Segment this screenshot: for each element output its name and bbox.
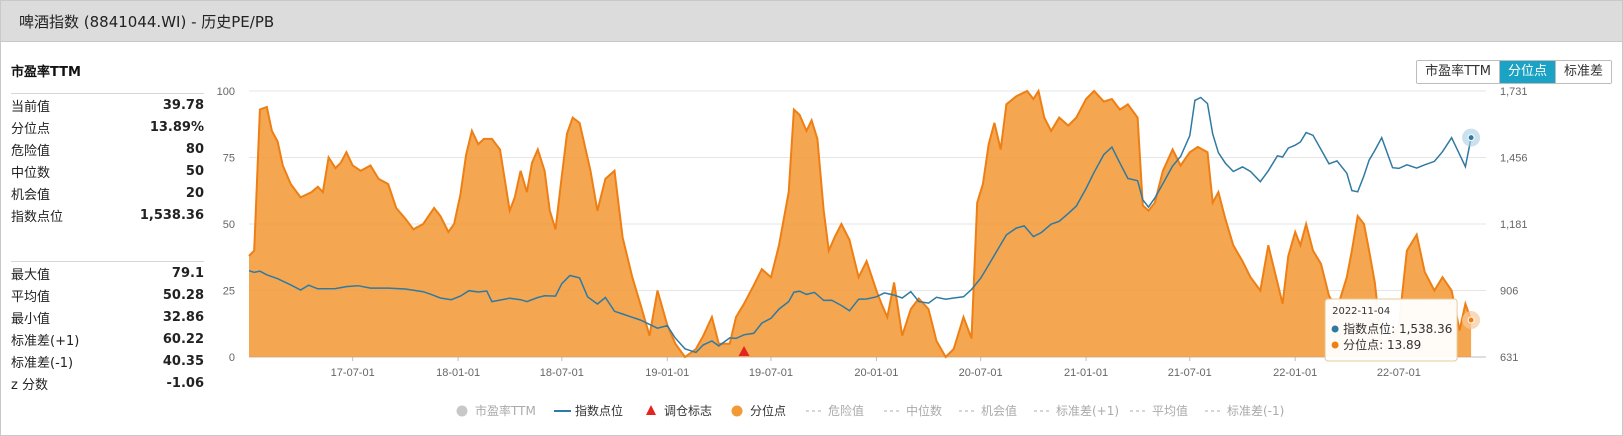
legend-label[interactable]: 中位数 — [906, 403, 942, 418]
stat-value: 39.78 — [162, 97, 204, 113]
stat-value: -1.06 — [166, 375, 204, 391]
stats-panel-top: 当前值 39.78 分位点 13.89% 危险值 80 中位数 50 机会值 20 指数点… — [11, 93, 204, 226]
stat-value: 50.28 — [162, 287, 204, 303]
y-left-tick-label: 25 — [223, 286, 235, 298]
stats-panel-bottom: 最大值 79.1 平均值 50.28 最小值 32.86 标准差(+1) 60.22 标… — [11, 261, 204, 394]
stat-label: 最大值 — [11, 267, 51, 283]
section-title: 市盈率TTM — [11, 65, 81, 80]
stat-label: 指数点位 — [11, 209, 64, 225]
x-tick-label: 22-01-01 — [1273, 367, 1317, 379]
stat-label: 标准差(+1) — [11, 333, 80, 349]
stat-label: 分位点 — [11, 121, 51, 137]
y-left-tick-label: 50 — [223, 219, 235, 231]
y-left-tick-label: 0 — [229, 352, 235, 364]
tooltip-index-value: 指数点位: 1,538.36 — [1343, 321, 1452, 336]
stat-label: 标准差(-1) — [11, 355, 74, 371]
y-left-tick-label: 75 — [223, 153, 235, 165]
title-bar: 啤酒指数 (8841044.WI) - 历史PE/PB — [1, 1, 1622, 42]
legend-symbol-circle — [456, 405, 468, 417]
x-tick-label: 22-07-01 — [1377, 367, 1421, 379]
stat-row-opportunity: 机会值 20 — [11, 182, 204, 204]
stat-value: 80 — [185, 141, 204, 157]
legend-label[interactable]: 分位点 — [750, 403, 786, 418]
legend-symbol-triangle — [646, 405, 656, 415]
stat-label: 最小值 — [11, 311, 51, 327]
legend-label[interactable]: 机会值 — [981, 403, 1017, 418]
x-tick-label: 17-07-01 — [331, 367, 375, 379]
legend-label[interactable]: 标准差(-1) — [1227, 404, 1284, 418]
stat-value: 79.1 — [171, 265, 204, 281]
stat-label: 中位数 — [11, 165, 51, 181]
stat-row-max: 最大值 79.1 — [11, 262, 204, 284]
std-dev-button[interactable]: 标准差 — [1554, 61, 1611, 83]
tooltip-box — [1324, 298, 1458, 362]
y-right-tick-label: 631 — [1500, 352, 1518, 364]
index-line — [248, 96, 1472, 354]
x-tick-label: 20-07-01 — [959, 367, 1003, 379]
legend-label[interactable]: 市盈率TTM — [475, 403, 536, 418]
stat-row-median: 中位数 50 — [11, 160, 204, 182]
percentile-line — [248, 88, 1473, 359]
stat-value: 20 — [185, 185, 204, 201]
x-tick-label: 21-07-01 — [1168, 367, 1212, 379]
x-tick-label: 18-01-01 — [436, 367, 480, 379]
stat-row-percentile: 分位点 13.89% — [11, 116, 204, 138]
stat-row-std-minus: 标准差(-1) 40.35 — [11, 350, 204, 372]
stat-label: 平均值 — [11, 289, 51, 305]
stat-value: 40.35 — [162, 353, 204, 369]
stat-row-mean: 平均值 50.28 — [11, 284, 204, 306]
pe-ttm-button[interactable]: 市盈率TTM — [1417, 61, 1499, 83]
stat-label: 危险值 — [11, 143, 51, 159]
percentile-point[interactable] — [1467, 316, 1475, 324]
stat-value: 1,538.36 — [139, 207, 204, 223]
x-tick-label: 21-01-01 — [1064, 367, 1108, 379]
tooltip-index-dot — [1331, 325, 1339, 333]
percentile-button[interactable]: 分位点 — [1498, 61, 1555, 83]
legend-label[interactable]: 危险值 — [828, 403, 864, 418]
y-right-tick-label: 1,731 — [1500, 86, 1528, 98]
x-tick-label: 18-07-01 — [540, 367, 584, 379]
y-right-tick-label: 1,456 — [1500, 153, 1528, 165]
tooltip-percentile-dot — [1331, 341, 1339, 349]
legend-label[interactable]: 标准差(+1) — [1056, 404, 1119, 418]
percentile-area — [249, 91, 1472, 357]
legend-label[interactable]: 指数点位 — [575, 403, 623, 418]
stat-row-current: 当前值 39.78 — [11, 94, 204, 116]
legend-label[interactable]: 平均值 — [1152, 403, 1188, 418]
rebalance-marker[interactable] — [738, 346, 750, 356]
legend-symbol-circle — [731, 405, 743, 417]
tooltip-percentile-value: 分位点: 13.89 — [1343, 337, 1421, 352]
stat-value: 32.86 — [162, 309, 204, 325]
window-title: 啤酒指数 (8841044.WI) - 历史PE/PB — [19, 13, 275, 31]
y-left-tick-label: 100 — [217, 86, 235, 98]
stat-value: 13.89% — [149, 119, 204, 135]
stat-value: 60.22 — [162, 331, 204, 347]
legend-label[interactable]: 调仓标志 — [664, 404, 712, 418]
stat-row-min: 最小值 32.86 — [11, 306, 204, 328]
stat-row-index-level: 指数点位 1,538.36 — [11, 204, 204, 226]
x-tick-label: 20-01-01 — [854, 367, 898, 379]
x-tick-label: 19-07-01 — [749, 367, 793, 379]
stat-label: 当前值 — [11, 99, 51, 115]
y-right-tick-label: 1,181 — [1500, 219, 1528, 231]
stat-row-zscore: z 分数 -1.06 — [11, 372, 204, 394]
metric-toggle-group: 市盈率TTM 分位点 标准差 — [1416, 60, 1612, 84]
x-tick-label: 19-01-01 — [645, 367, 689, 379]
stat-value: 50 — [185, 163, 204, 179]
y-right-tick-label: 906 — [1500, 286, 1518, 298]
stat-label: z 分数 — [11, 377, 48, 393]
stat-row-std-plus: 标准差(+1) 60.22 — [11, 328, 204, 350]
stat-row-danger: 危险值 80 — [11, 138, 204, 160]
index-point[interactable] — [1467, 134, 1475, 142]
tooltip-date: 2022-11-04 — [1332, 306, 1390, 317]
stat-label: 机会值 — [11, 187, 51, 203]
